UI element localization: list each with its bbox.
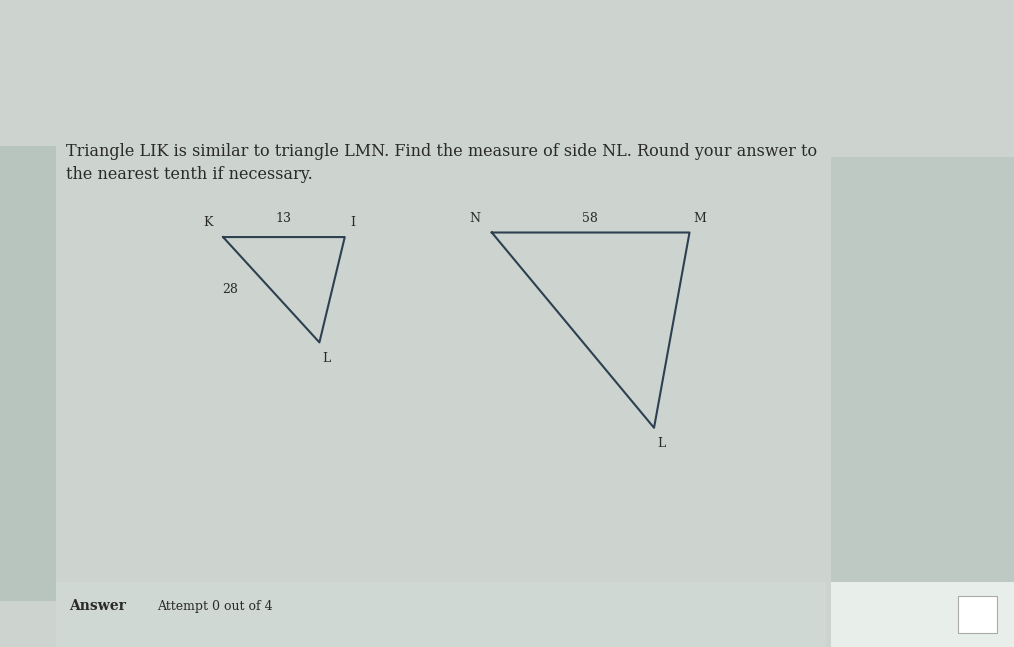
Bar (958, 596, 997, 633)
Text: 58: 58 (582, 212, 598, 225)
Text: L: L (322, 352, 331, 365)
Text: the nearest tenth if necessary.: the nearest tenth if necessary. (66, 166, 312, 183)
Bar (831, 582, 1014, 647)
Text: L: L (657, 437, 665, 450)
Text: 13: 13 (276, 212, 292, 225)
Text: I: I (351, 215, 355, 228)
Text: 28: 28 (222, 283, 238, 296)
Text: N: N (469, 212, 480, 225)
Text: K: K (203, 215, 213, 228)
Text: M: M (694, 212, 706, 225)
Text: Answer: Answer (69, 599, 126, 613)
Bar (56, 582, 826, 647)
Bar (831, 157, 1014, 602)
Text: Triangle LIK is similar to triangle LMN. Find the measure of side NL. Round your: Triangle LIK is similar to triangle LMN.… (66, 143, 817, 160)
Bar (0, 146, 56, 602)
Text: Attempt 0 out of 4: Attempt 0 out of 4 (157, 600, 273, 613)
